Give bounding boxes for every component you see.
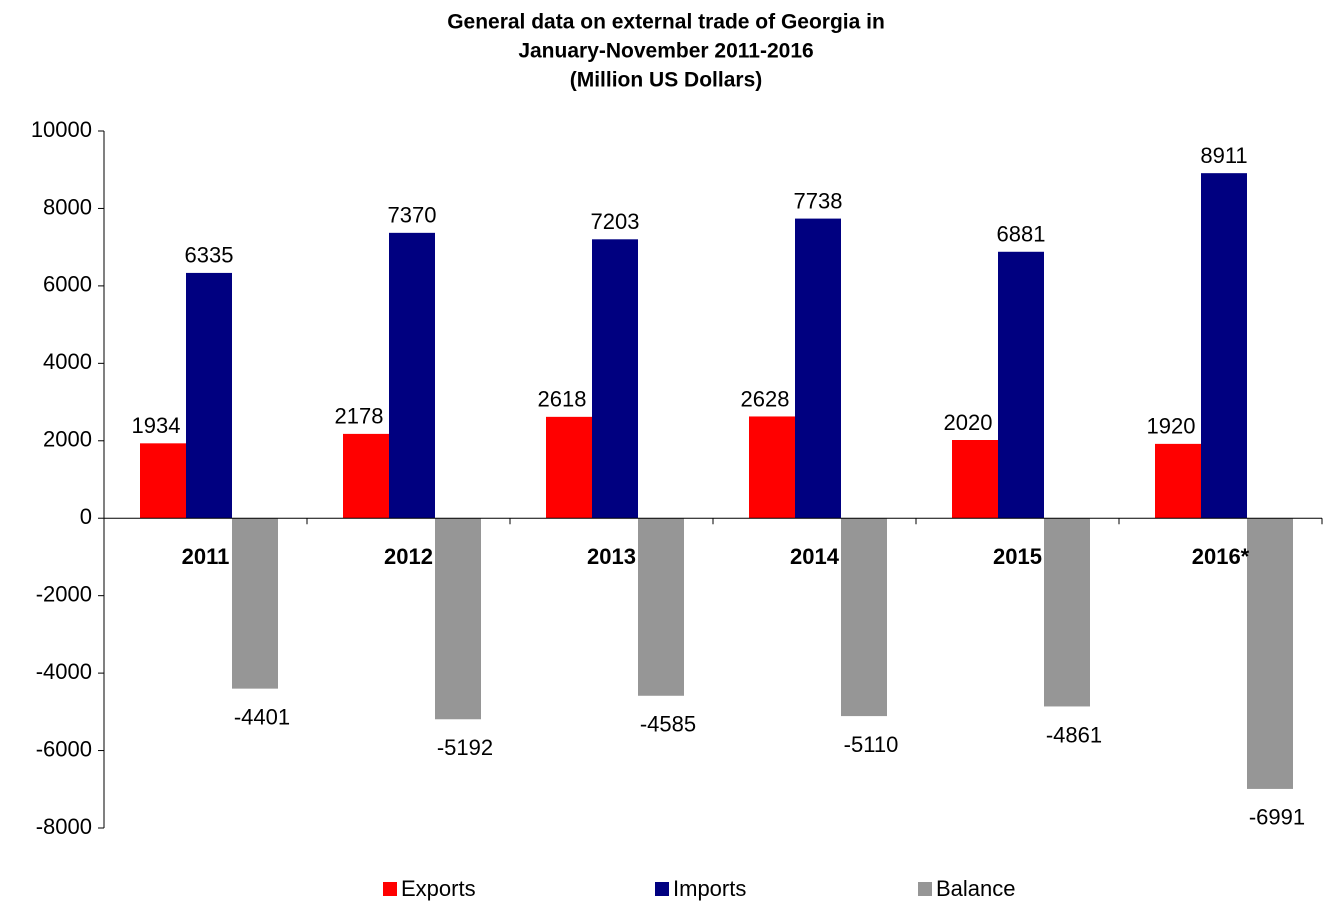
bar <box>1201 173 1247 519</box>
bar <box>186 272 232 519</box>
bar <box>546 416 592 519</box>
data-label: -5192 <box>437 735 493 760</box>
x-tick-label: 2011 <box>182 544 230 569</box>
bar <box>232 518 278 689</box>
y-tick-label: -8000 <box>36 814 92 839</box>
x-tick-label: 2015 <box>993 544 1042 569</box>
data-label: 8911 <box>1200 143 1247 168</box>
bar <box>592 239 638 519</box>
chart-title: January-November 2011-2016 <box>518 40 813 63</box>
legend-swatch <box>655 882 669 896</box>
legend-label: Exports <box>401 876 476 901</box>
data-label: 2618 <box>538 387 587 412</box>
legend-swatch <box>383 882 397 896</box>
x-tick-label: 2012 <box>384 544 433 569</box>
data-label: -5110 <box>844 732 899 757</box>
x-tick-label: 2016* <box>1192 544 1250 569</box>
x-tick-label: 2014 <box>790 544 840 569</box>
bar <box>1044 518 1090 707</box>
bar <box>343 433 389 519</box>
y-tick-label: 6000 <box>43 272 92 297</box>
data-label: 2020 <box>944 410 993 435</box>
data-label: 6335 <box>185 243 234 268</box>
data-label: -4861 <box>1046 722 1102 747</box>
bar <box>952 440 998 519</box>
data-label: 7203 <box>591 209 640 234</box>
data-label: 2628 <box>741 386 790 411</box>
bar <box>749 416 795 519</box>
y-tick-label: 2000 <box>43 427 92 452</box>
legend-swatch <box>918 882 932 896</box>
y-tick-label: -4000 <box>36 659 92 684</box>
bar <box>1247 518 1293 789</box>
bar <box>1155 443 1201 519</box>
data-label: -6991 <box>1249 805 1305 830</box>
bar <box>998 251 1044 519</box>
legend-label: Balance <box>936 876 1016 901</box>
data-label: 2178 <box>335 404 384 429</box>
bar <box>795 218 841 519</box>
x-tick-label: 2013 <box>587 544 636 569</box>
chart-title: General data on external trade of Georgi… <box>447 11 885 34</box>
data-label: 1920 <box>1147 414 1196 439</box>
data-label: -4401 <box>234 704 290 729</box>
data-label: 1934 <box>132 413 181 438</box>
bar <box>638 518 684 696</box>
y-tick-label: 10000 <box>31 117 92 142</box>
y-tick-label: -2000 <box>36 581 92 606</box>
data-label: 6881 <box>997 222 1046 247</box>
legend-label: Imports <box>673 876 746 901</box>
chart-title: (Million US Dollars) <box>570 69 763 92</box>
bar <box>841 518 887 717</box>
y-tick-label: -6000 <box>36 736 92 761</box>
bar <box>435 518 481 720</box>
data-label: 7738 <box>794 188 843 213</box>
y-tick-label: 8000 <box>43 194 92 219</box>
data-label: 7370 <box>388 203 437 228</box>
y-tick-label: 4000 <box>43 349 92 374</box>
y-tick-label: 0 <box>80 504 92 529</box>
data-label: -4585 <box>640 712 696 737</box>
bar <box>389 232 435 519</box>
bar <box>140 443 186 519</box>
